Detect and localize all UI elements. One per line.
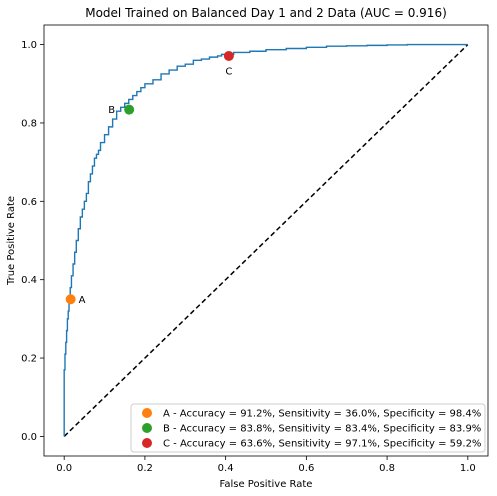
legend-box: [130, 403, 486, 453]
chart-title: Model Trained on Balanced Day 1 and 2 Da…: [85, 6, 447, 20]
x-tick-label: 0.4: [218, 463, 234, 474]
legend-entry-b: B - Accuracy = 83.8%, Sensitivity = 83.4…: [163, 424, 481, 435]
series-layer: A B C: [63, 43, 469, 437]
roc-curve-line: [63, 43, 468, 437]
x-tick-label: 1.0: [460, 463, 476, 474]
point-c: [223, 50, 234, 61]
x-axis-label: False Positive Rate: [220, 479, 313, 490]
plot-area: [43, 24, 489, 457]
y-tick-label: 0.8: [21, 118, 37, 129]
y-tick-label: 1.0: [21, 40, 37, 51]
legend-marker-b: [142, 423, 152, 433]
x-axis: 0.0 0.2 0.4 0.6 0.8 1.0: [56, 456, 476, 474]
legend-entry-a: A - Accuracy = 91.2%, Sensitivity = 36.0…: [163, 409, 481, 420]
y-tick-label: 0.0: [21, 432, 37, 443]
point-b: [124, 104, 135, 115]
plot-frame: [43, 24, 489, 457]
point-label-a: A: [79, 295, 86, 306]
y-tick-label: 0.4: [21, 275, 37, 286]
x-tick-label: 0.6: [298, 463, 314, 474]
y-axis: 0.0 0.2 0.4 0.6 0.8 1.0: [21, 40, 44, 443]
point-a: [65, 294, 76, 305]
x-tick-label: 0.0: [56, 463, 72, 474]
x-tick-label: 0.8: [379, 463, 395, 474]
point-label-c: C: [225, 66, 232, 77]
point-label-b: B: [108, 105, 115, 116]
legend-entry-c: C - Accuracy = 63.6%, Sensitivity = 97.1…: [163, 439, 481, 450]
y-axis-label: True Positive Rate: [6, 196, 17, 286]
y-tick-label: 0.2: [21, 354, 37, 365]
y-tick-label: 0.6: [21, 197, 37, 208]
legend-marker-a: [142, 408, 152, 418]
x-tick-label: 0.2: [137, 463, 153, 474]
legend-marker-c: [142, 438, 152, 448]
chance-diagonal-line: [63, 44, 469, 437]
legend: A - Accuracy = 91.2%, Sensitivity = 36.0…: [130, 403, 486, 453]
